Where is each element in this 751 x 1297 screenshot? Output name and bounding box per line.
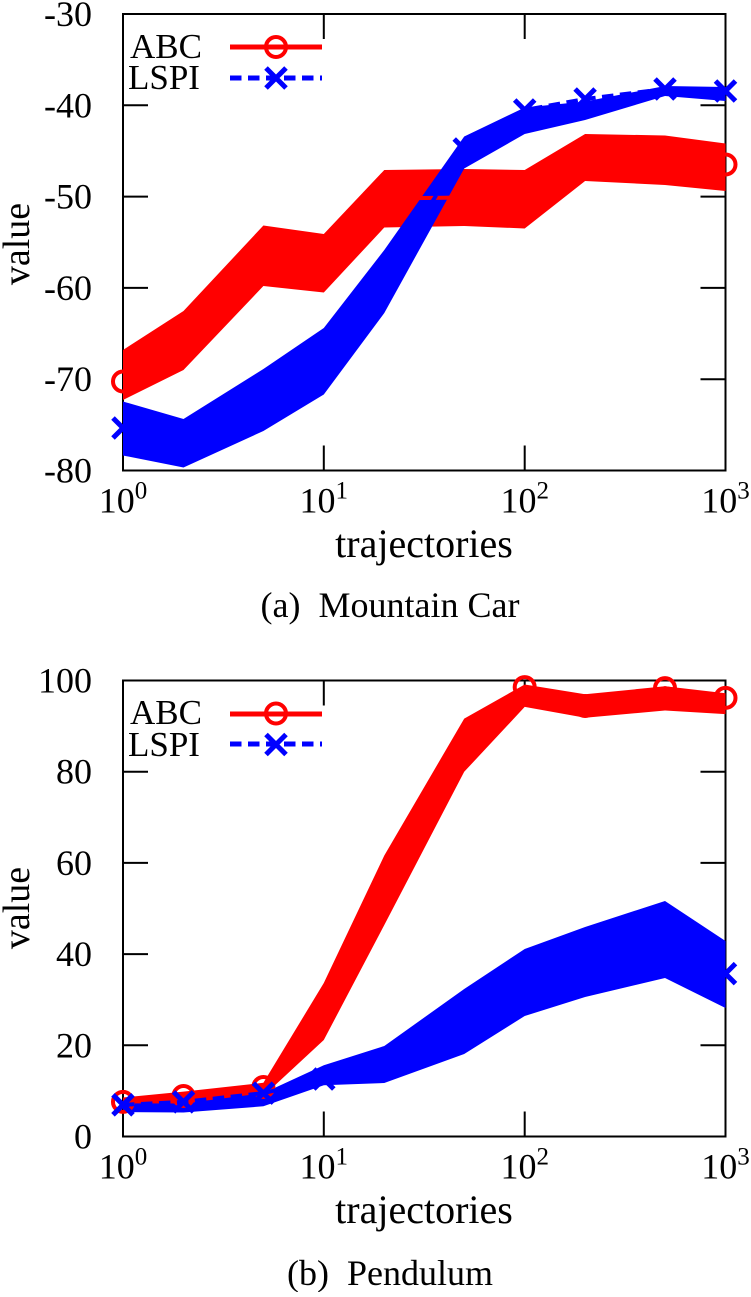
- svg-text:101: 101: [300, 1144, 349, 1187]
- svg-text:103: 103: [701, 1144, 750, 1187]
- svg-text:ABC: ABC: [130, 693, 202, 732]
- svg-text:trajectories: trajectories: [335, 521, 513, 566]
- svg-text:LSPI: LSPI: [128, 725, 200, 764]
- svg-text:(b) Pendulum: (b) Pendulum: [287, 1253, 493, 1292]
- svg-text:-30: -30: [44, 0, 92, 34]
- svg-text:-60: -60: [44, 268, 92, 308]
- svg-text:100: 100: [38, 661, 92, 701]
- svg-text:value: value: [0, 867, 38, 949]
- svg-text:-50: -50: [44, 177, 92, 217]
- svg-text:20: 20: [56, 1025, 92, 1065]
- svg-text:40: 40: [56, 934, 92, 974]
- svg-text:0: 0: [74, 1117, 92, 1157]
- svg-text:-80: -80: [44, 451, 92, 491]
- svg-text:-40: -40: [44, 85, 92, 125]
- svg-text:trajectories: trajectories: [335, 1187, 513, 1232]
- svg-text:LSPI: LSPI: [128, 58, 200, 97]
- svg-text:value: value: [0, 203, 38, 285]
- svg-text:-70: -70: [44, 359, 92, 399]
- svg-text:102: 102: [500, 478, 549, 521]
- svg-text:ABC: ABC: [130, 27, 202, 66]
- svg-text:(a) Mountain Car: (a) Mountain Car: [261, 585, 520, 625]
- svg-text:60: 60: [56, 843, 92, 883]
- svg-text:80: 80: [56, 752, 92, 792]
